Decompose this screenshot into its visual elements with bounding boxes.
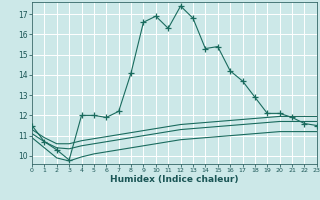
- X-axis label: Humidex (Indice chaleur): Humidex (Indice chaleur): [110, 175, 239, 184]
